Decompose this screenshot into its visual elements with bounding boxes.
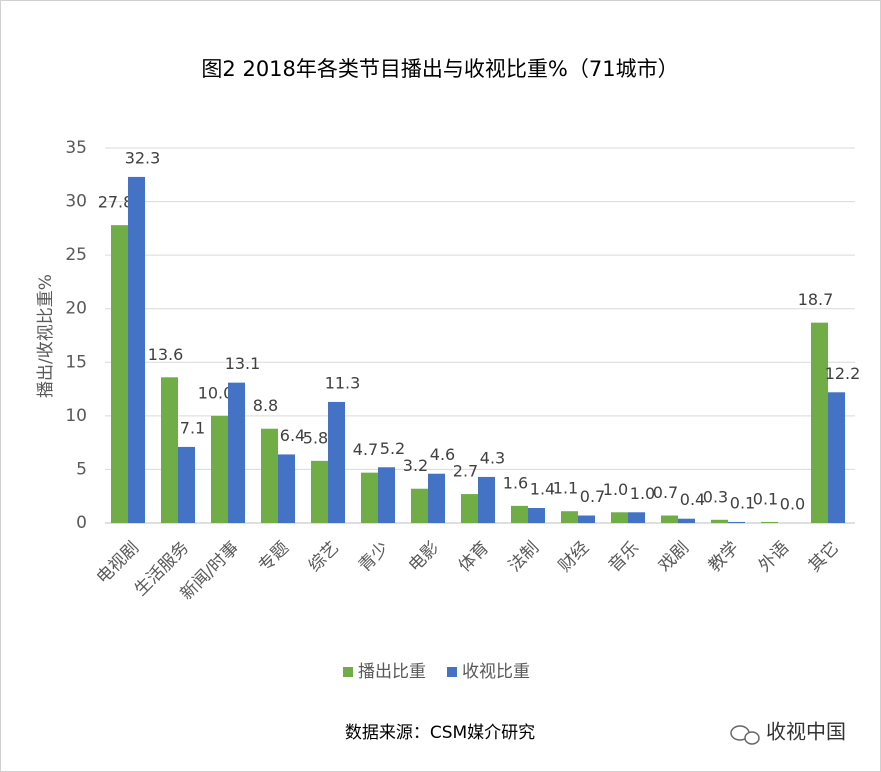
bar [228,382,245,523]
value-label: 1.4 [530,480,555,499]
value-label: 13.6 [148,345,184,364]
value-label: 6.4 [280,426,305,445]
y-tick-label: 25 [65,245,87,265]
value-label: 2.7 [453,462,478,481]
bar [178,446,195,523]
value-label: 7.1 [180,418,205,437]
y-axis-label: 播出/收视比重% [36,274,56,398]
watermark-icon [730,725,760,745]
bar [811,322,828,523]
value-label: 18.7 [798,290,834,309]
bar [411,488,428,523]
bar [628,512,645,523]
value-label: 11.3 [325,373,361,392]
bar [561,511,578,523]
value-label: 5.8 [303,428,328,447]
value-label: 0.1 [730,493,755,512]
y-tick-label: 30 [65,192,87,212]
bar [678,518,695,523]
value-label: 3.2 [403,456,428,475]
value-label: 0.3 [703,487,728,506]
y-tick-label: 0 [76,513,87,533]
legend-swatch [447,667,457,677]
chart-title: 图2 2018年各类节目播出与收视比重%（71城市） [201,57,678,81]
bar [428,473,445,523]
y-tick-label: 10 [65,406,87,426]
bar [728,521,745,523]
value-label: 0.7 [580,487,605,506]
watermark: 收视中国 [766,720,846,744]
bar [161,377,178,523]
bar [611,512,628,523]
bar [828,392,845,523]
bar [528,508,545,523]
value-label: 0.0 [780,495,805,514]
legend-label: 收视比重 [462,662,530,682]
bar [111,225,128,523]
value-label: 10.0 [198,383,234,402]
bar [261,428,278,523]
bar [461,494,478,523]
source-note: 数据来源：CSM媒介研究 [345,723,535,743]
bar [378,467,395,523]
bar [761,521,778,523]
value-label: 32.3 [125,148,161,167]
y-tick-label: 20 [65,299,87,319]
bar [311,460,328,523]
bar [661,515,678,523]
value-label: 12.2 [825,364,861,383]
value-label: 4.7 [353,440,378,459]
bar [511,505,528,523]
bar [211,415,228,523]
value-label: 1.6 [503,473,528,492]
y-tick-label: 15 [65,352,87,372]
legend-label: 播出比重 [358,662,426,682]
value-label: 13.1 [225,354,261,373]
y-tick-label: 5 [76,459,87,479]
value-label: 27.8 [98,193,134,212]
bar [361,472,378,523]
value-label: 4.3 [480,448,505,467]
value-label: 1.0 [630,484,655,503]
value-label: 8.8 [253,396,278,415]
value-label: 0.7 [653,483,678,502]
bar [578,515,595,523]
y-tick-label: 35 [65,138,87,158]
bar [328,401,345,523]
legend-swatch [343,667,353,677]
bar [478,476,495,523]
value-label: 0.4 [680,490,705,509]
bar [278,454,295,523]
bar [128,176,145,523]
value-label: 4.6 [430,445,455,464]
value-label: 1.1 [553,479,578,498]
bar [711,519,728,523]
value-label: 1.0 [603,480,628,499]
value-label: 0.1 [753,489,778,508]
value-label: 5.2 [380,439,405,458]
